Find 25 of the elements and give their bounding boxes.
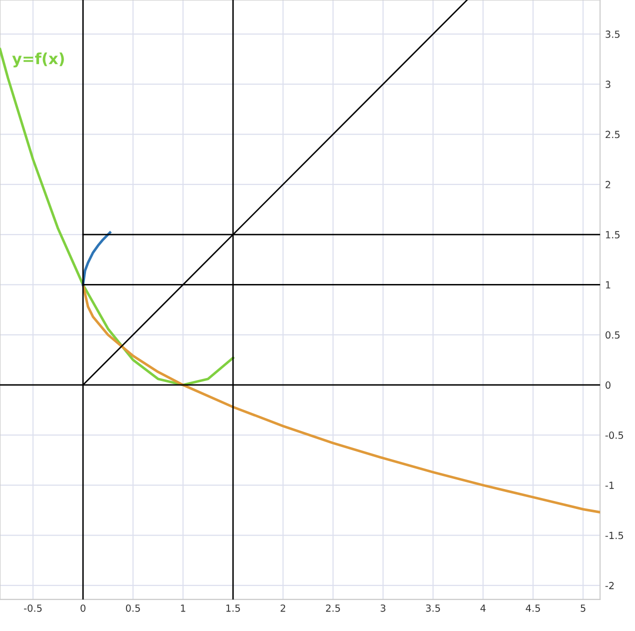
x-tick-label: 5 <box>580 604 586 612</box>
y-tick-label: 3.5 <box>606 30 620 38</box>
y-tick-label: 0.5 <box>606 331 620 339</box>
x-tick-label: 3.5 <box>426 604 440 612</box>
x-tick-label: 0 <box>80 604 86 612</box>
x-tick-label: 0.5 <box>126 604 140 612</box>
y-tick-label: -1 <box>605 482 614 489</box>
x-tick-label: 2.5 <box>326 604 340 612</box>
x-tick-label: 4 <box>480 604 486 612</box>
y-tick-label: 2.5 <box>606 130 620 138</box>
x-tick-label: 2 <box>280 604 286 612</box>
y-tick-label: 2 <box>606 180 610 188</box>
x-tick-label: 1 <box>181 604 186 612</box>
y-tick-label: -0.5 <box>605 432 624 439</box>
x-tick-label: 3 <box>380 604 386 612</box>
y-tick-label: 3 <box>606 80 610 88</box>
y-tick-label: -2 <box>605 582 614 590</box>
x-tick-label: 1.5 <box>226 604 240 612</box>
y-tick-label: -1.5 <box>605 532 624 540</box>
series-label: y=f(x) <box>12 52 64 68</box>
x-tick-label: 4.5 <box>526 604 540 612</box>
y-tick-label: 0 <box>606 381 610 389</box>
y-tick-label: 1.5 <box>606 231 620 238</box>
y-tick-label: 1 <box>606 281 610 288</box>
x-tick-label: -0.5 <box>24 604 42 612</box>
